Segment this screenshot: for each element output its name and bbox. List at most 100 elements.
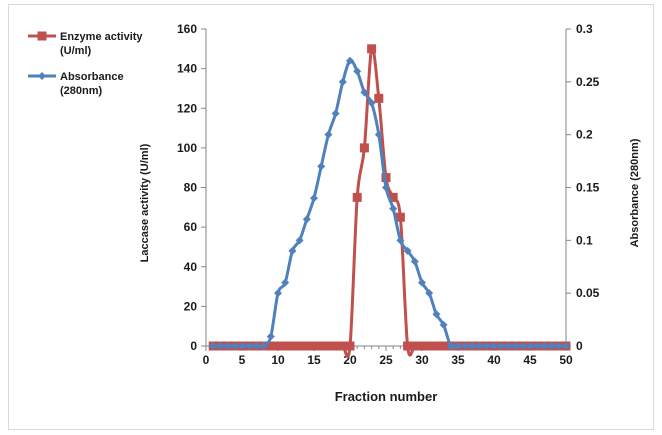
legend-item-1: Enzyme activity (U/ml) xyxy=(28,31,143,57)
data-point xyxy=(475,342,484,350)
data-point xyxy=(367,44,377,54)
data-point xyxy=(295,236,304,245)
data-point xyxy=(252,342,261,350)
y2-tick-label: 0.3 xyxy=(576,22,593,36)
x-tick-label: 30 xyxy=(415,353,429,367)
data-point xyxy=(431,341,441,351)
y2-tick-label: 0 xyxy=(576,339,583,353)
data-point xyxy=(316,341,326,351)
x-tick-label: 0 xyxy=(203,353,210,367)
y2-tick-label: 0.25 xyxy=(576,75,600,89)
y-tick-label: 160 xyxy=(177,22,197,36)
data-point xyxy=(446,342,455,350)
data-point xyxy=(367,98,376,107)
data-point xyxy=(490,342,498,350)
data-point xyxy=(309,341,319,351)
data-point xyxy=(310,194,318,203)
data-point xyxy=(230,342,239,350)
data-point xyxy=(562,342,570,350)
legend-item-2: Absorbance (280nm) xyxy=(28,71,124,97)
data-point xyxy=(323,341,333,351)
data-point xyxy=(338,341,348,351)
data-point xyxy=(396,236,405,245)
legend-label: (280nm) xyxy=(60,85,103,97)
y-tick-label: 20 xyxy=(184,299,198,313)
y2-tick-label: 0.1 xyxy=(576,233,593,247)
data-point xyxy=(359,143,369,153)
legend-label: Enzyme activity xyxy=(60,31,143,43)
data-point xyxy=(360,88,369,97)
data-point xyxy=(526,342,534,350)
y-tick-label: 100 xyxy=(177,141,197,155)
data-point xyxy=(439,320,448,329)
data-point xyxy=(302,215,311,224)
data-point xyxy=(266,341,276,351)
data-point xyxy=(223,342,232,350)
data-point xyxy=(468,342,477,350)
data-point xyxy=(482,342,491,350)
y-tick-label: 140 xyxy=(177,62,197,76)
data-point xyxy=(302,341,312,351)
data-point xyxy=(345,341,355,351)
data-point xyxy=(353,67,362,76)
y2-axis-title: Absorbance (280nm) xyxy=(629,138,641,247)
chart-frame xyxy=(8,4,654,430)
y-axis-title: Laccase activity (U/ml) xyxy=(139,143,151,262)
legend-swatch-marker xyxy=(38,72,46,80)
data-point xyxy=(424,341,434,351)
data-point xyxy=(418,278,426,287)
legend-label: (U/ml) xyxy=(60,45,92,57)
data-point xyxy=(461,342,470,350)
data-point xyxy=(281,278,290,287)
data-point xyxy=(338,77,347,86)
data-point xyxy=(295,341,305,351)
x-tick-label: 50 xyxy=(559,353,573,367)
data-point xyxy=(280,341,290,351)
data-point xyxy=(238,342,246,350)
data-point xyxy=(216,342,225,350)
data-point xyxy=(417,341,427,351)
legend-swatch-marker xyxy=(37,31,47,41)
data-point xyxy=(410,341,420,351)
y2-tick-label: 0.2 xyxy=(576,128,593,142)
data-point xyxy=(403,246,412,255)
data-point xyxy=(288,246,297,255)
x-tick-label: 35 xyxy=(451,353,465,367)
x-axis-title: Fraction number xyxy=(335,389,438,404)
data-point xyxy=(554,342,563,350)
series-line xyxy=(213,58,566,349)
data-point xyxy=(352,192,362,202)
data-point xyxy=(518,342,527,350)
data-point xyxy=(266,332,275,341)
data-point xyxy=(317,162,326,171)
series-layer xyxy=(208,44,571,358)
data-point xyxy=(403,341,413,351)
x-tick-label: 45 xyxy=(523,353,537,367)
data-point xyxy=(410,257,419,266)
data-point xyxy=(388,192,398,202)
x-tick-label: 5 xyxy=(239,353,246,367)
x-tick-label: 10 xyxy=(271,353,285,367)
data-point xyxy=(389,204,398,213)
series-2 xyxy=(209,56,570,350)
data-point xyxy=(454,342,462,350)
data-point xyxy=(432,310,441,319)
data-point xyxy=(374,130,383,139)
data-point xyxy=(425,289,434,298)
data-point xyxy=(381,173,391,183)
x-tick-label: 15 xyxy=(307,353,321,367)
data-point xyxy=(346,56,354,65)
data-point xyxy=(274,289,282,298)
data-point xyxy=(324,130,333,139)
x-tick-label: 40 xyxy=(487,353,501,367)
data-point xyxy=(439,341,449,351)
data-point xyxy=(533,342,542,350)
data-point xyxy=(540,342,549,350)
data-point xyxy=(273,341,283,351)
y2-tick-label: 0.15 xyxy=(576,181,600,195)
data-point xyxy=(382,183,390,192)
x-tick-label: 25 xyxy=(379,353,393,367)
data-point xyxy=(547,342,556,350)
data-point xyxy=(209,342,218,350)
